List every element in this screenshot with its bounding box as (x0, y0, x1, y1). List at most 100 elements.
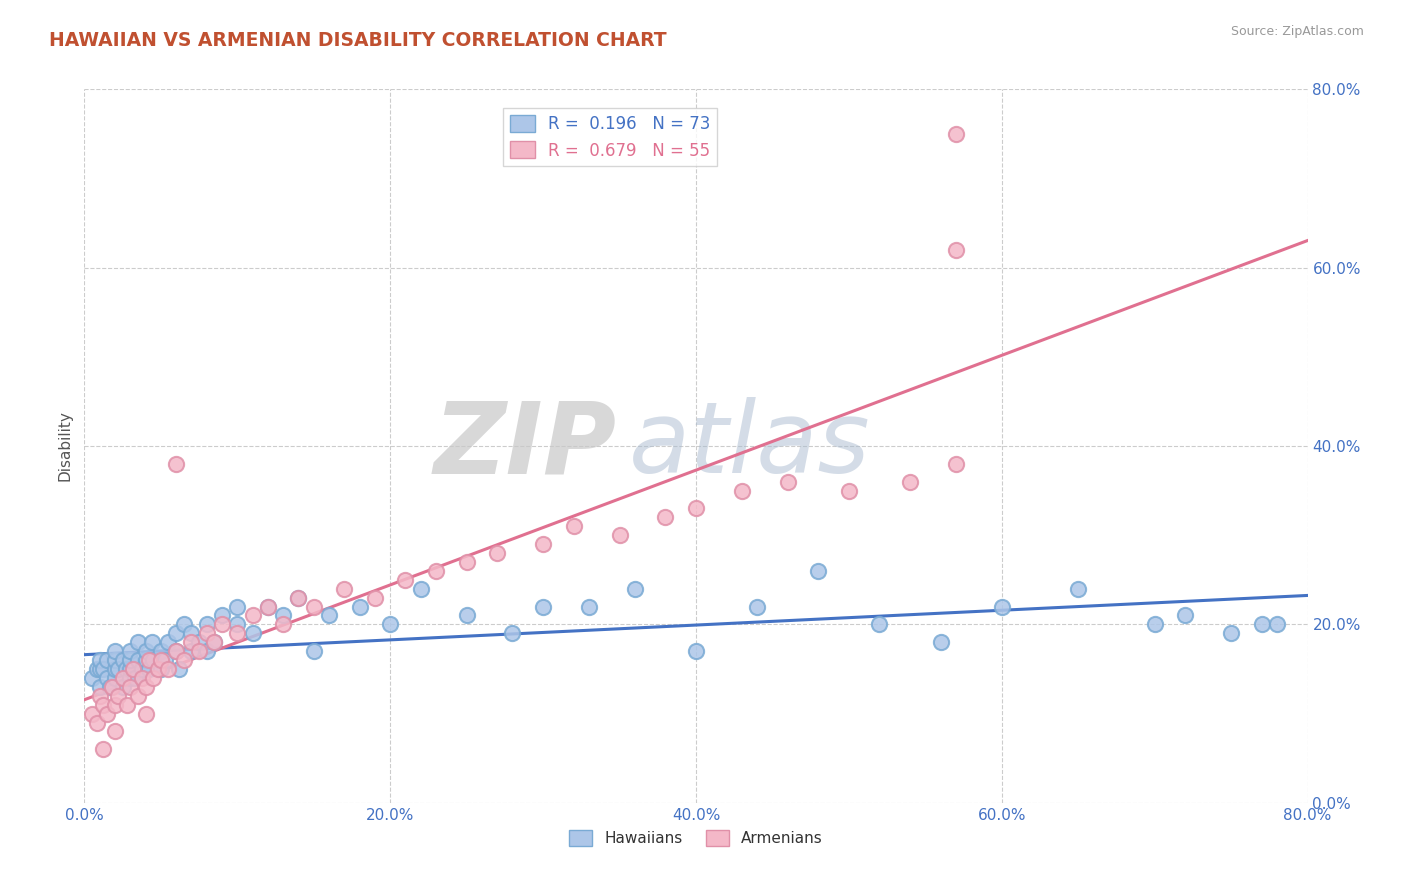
Point (111, 680, 134, 694)
Point (1067, 582, 1090, 596)
Point (149, 644, 172, 658)
Point (685, 501, 707, 516)
Point (122, 662, 145, 676)
Point (155, 653, 177, 667)
Point (135, 644, 157, 658)
Point (502, 626, 524, 640)
Point (104, 653, 127, 667)
Point (195, 617, 218, 632)
Point (173, 653, 195, 667)
Point (271, 617, 294, 632)
Point (96, 653, 118, 667)
Point (91, 662, 114, 676)
Point (114, 662, 136, 676)
Point (165, 626, 187, 640)
Point (96, 706, 118, 721)
Point (1143, 617, 1166, 632)
Point (929, 635, 952, 649)
Point (104, 644, 127, 658)
Point (287, 591, 309, 605)
Point (80, 706, 103, 721)
Point (945, 127, 967, 141)
Point (96, 671, 118, 685)
Point (89, 662, 111, 676)
Point (531, 599, 554, 614)
Point (141, 635, 163, 649)
Point (685, 644, 707, 658)
Point (111, 671, 134, 685)
Point (380, 617, 402, 632)
Point (107, 689, 129, 703)
Point (287, 591, 309, 605)
Point (945, 457, 967, 471)
Point (89, 653, 111, 667)
Point (838, 483, 860, 498)
Point (898, 475, 921, 489)
Point (1174, 608, 1197, 623)
Point (869, 617, 891, 632)
Point (776, 475, 799, 489)
Point (202, 635, 225, 649)
Text: HAWAIIAN VS ARMENIAN DISABILITY CORRELATION CHART: HAWAIIAN VS ARMENIAN DISABILITY CORRELAT… (49, 31, 666, 50)
Point (120, 653, 142, 667)
Point (165, 457, 187, 471)
Point (149, 653, 172, 667)
Point (124, 671, 146, 685)
Point (146, 662, 169, 676)
Point (120, 671, 142, 685)
Point (142, 653, 165, 667)
Point (226, 626, 249, 640)
Point (149, 662, 172, 676)
Point (111, 653, 134, 667)
Point (167, 662, 190, 676)
Point (127, 635, 149, 649)
Point (173, 617, 195, 632)
Point (302, 644, 325, 658)
Point (409, 582, 432, 596)
Point (486, 546, 509, 560)
Point (135, 680, 157, 694)
Point (394, 573, 416, 587)
Point (991, 599, 1014, 614)
Y-axis label: Disability: Disability (58, 410, 73, 482)
Text: ZIP: ZIP (433, 398, 616, 494)
Point (211, 617, 233, 632)
Point (609, 528, 631, 542)
Point (226, 599, 249, 614)
Point (127, 689, 149, 703)
Point (349, 599, 371, 614)
Point (86, 662, 108, 676)
Point (104, 724, 127, 739)
Point (157, 662, 180, 676)
Point (211, 608, 233, 623)
Point (131, 671, 153, 685)
Point (104, 671, 127, 685)
Point (257, 599, 280, 614)
Point (195, 644, 218, 658)
Text: Source: ZipAtlas.com: Source: ZipAtlas.com (1230, 25, 1364, 38)
Point (101, 680, 124, 694)
Point (257, 599, 280, 614)
Point (115, 698, 138, 712)
Point (242, 608, 264, 623)
Point (142, 671, 165, 685)
Point (165, 644, 187, 658)
Point (456, 608, 478, 623)
Point (80, 671, 103, 685)
Point (1265, 617, 1288, 632)
Point (91, 742, 114, 756)
Point (195, 626, 218, 640)
Point (89, 689, 111, 703)
Point (578, 599, 600, 614)
Point (157, 635, 180, 649)
Point (188, 644, 211, 658)
Point (807, 564, 830, 578)
Point (731, 483, 754, 498)
Point (107, 662, 129, 676)
Point (165, 644, 187, 658)
Point (138, 662, 160, 676)
Point (188, 635, 211, 649)
Point (364, 591, 387, 605)
Point (120, 662, 142, 676)
Legend: Hawaiians, Armenians: Hawaiians, Armenians (564, 824, 828, 852)
